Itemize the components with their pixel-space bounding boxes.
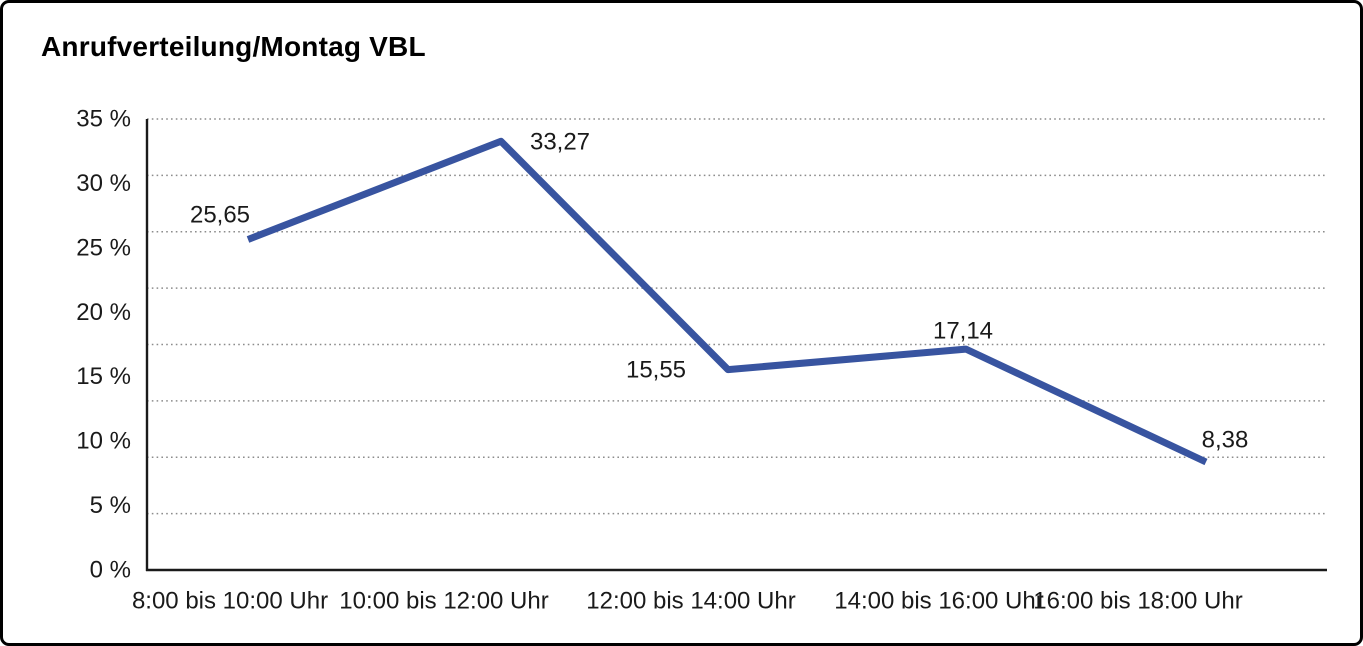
x-tick-label: 14:00 bis 16:00 Uhr bbox=[834, 588, 1043, 615]
chart-title: Anrufverteilung/Montag VBL bbox=[41, 31, 426, 62]
y-tick-label: 10 % bbox=[76, 428, 131, 455]
y-tick-label: 30 % bbox=[76, 170, 131, 197]
line-chart: 0 % 5 % 10 % 15 % 20 % 25 % 30 % 35 % 25,65 33,27… bbox=[76, 106, 1327, 615]
y-tick-label: 20 % bbox=[76, 299, 131, 326]
y-tick-label: 15 % bbox=[76, 363, 131, 390]
data-point-label: 25,65 bbox=[190, 202, 250, 229]
data-point-label: 17,14 bbox=[933, 318, 993, 345]
x-tick-label: 16:00 bis 18:00 Uhr bbox=[1033, 588, 1242, 615]
x-tick-label: 12:00 bis 14:00 Uhr bbox=[586, 588, 795, 615]
data-point-label: 8,38 bbox=[1202, 427, 1249, 454]
y-tick-label: 5 % bbox=[90, 492, 131, 519]
y-tick-label: 25 % bbox=[76, 234, 131, 261]
data-point-label: 33,27 bbox=[530, 129, 590, 156]
y-tick-label: 35 % bbox=[76, 106, 131, 133]
chart-line bbox=[246, 137, 1208, 466]
y-tick-label: 0 % bbox=[90, 557, 131, 584]
data-point-label: 15,55 bbox=[626, 357, 686, 384]
x-tick-label: 8:00 bis 10:00 Uhr bbox=[132, 588, 328, 615]
x-tick-label: 10:00 bis 12:00 Uhr bbox=[339, 588, 548, 615]
